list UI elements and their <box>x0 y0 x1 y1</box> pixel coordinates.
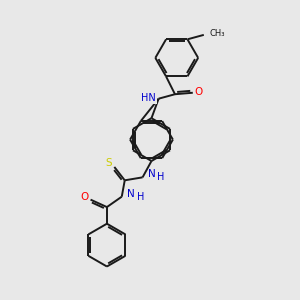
Text: O: O <box>195 87 203 97</box>
Text: O: O <box>80 192 89 202</box>
Text: H: H <box>157 172 165 182</box>
Text: CH₃: CH₃ <box>209 29 225 38</box>
Text: HN: HN <box>142 93 156 103</box>
Text: H: H <box>136 192 144 202</box>
Text: N: N <box>148 169 156 179</box>
Text: N: N <box>128 189 135 199</box>
Text: S: S <box>106 158 112 168</box>
